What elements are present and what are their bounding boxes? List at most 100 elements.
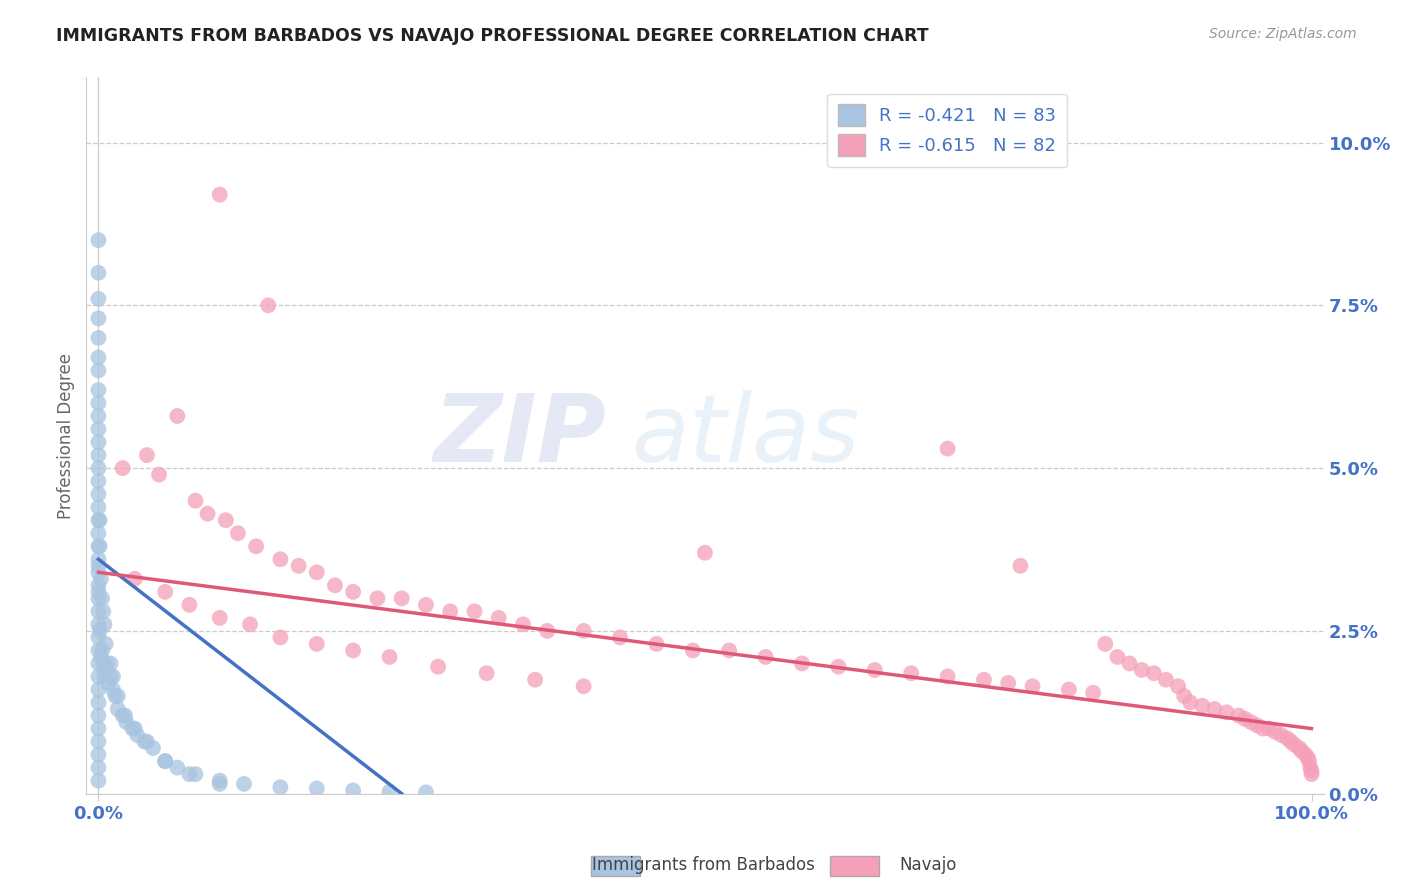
Point bbox=[269, 780, 291, 794]
Point bbox=[87, 448, 110, 462]
Point bbox=[136, 734, 159, 748]
Point bbox=[682, 643, 704, 657]
Point bbox=[1279, 734, 1302, 748]
Point bbox=[790, 657, 813, 671]
Point bbox=[87, 558, 110, 573]
Point bbox=[269, 631, 291, 645]
Point bbox=[609, 631, 631, 645]
Point bbox=[121, 722, 143, 736]
Point bbox=[378, 649, 401, 664]
Point bbox=[323, 578, 346, 592]
Point bbox=[233, 777, 256, 791]
Point bbox=[184, 493, 207, 508]
Point bbox=[287, 558, 309, 573]
Text: Navajo: Navajo bbox=[900, 856, 956, 874]
Point bbox=[536, 624, 558, 638]
Point bbox=[89, 624, 111, 638]
Point bbox=[1204, 702, 1226, 716]
Point bbox=[1057, 682, 1080, 697]
Point bbox=[475, 666, 498, 681]
Point bbox=[111, 708, 134, 723]
Point bbox=[87, 351, 110, 365]
Point bbox=[342, 643, 364, 657]
Point bbox=[87, 487, 110, 501]
Point bbox=[87, 266, 110, 280]
Text: Source: ZipAtlas.com: Source: ZipAtlas.com bbox=[1209, 27, 1357, 41]
Point bbox=[90, 649, 112, 664]
Point bbox=[153, 584, 176, 599]
Point bbox=[572, 679, 595, 693]
Point bbox=[427, 659, 450, 673]
Point bbox=[100, 669, 122, 683]
Point bbox=[87, 331, 110, 345]
Point bbox=[87, 396, 110, 410]
Text: atlas: atlas bbox=[631, 390, 859, 481]
Point bbox=[87, 604, 110, 618]
Point bbox=[936, 669, 959, 683]
Point bbox=[166, 761, 188, 775]
Point bbox=[87, 409, 110, 423]
Point bbox=[463, 604, 485, 618]
Point bbox=[87, 584, 110, 599]
Point bbox=[488, 611, 510, 625]
Point bbox=[208, 773, 231, 788]
Point bbox=[87, 292, 110, 306]
Point bbox=[378, 785, 401, 799]
Point bbox=[127, 728, 149, 742]
Point bbox=[1251, 722, 1274, 736]
Point bbox=[87, 513, 110, 527]
Point bbox=[87, 311, 110, 326]
Point bbox=[1094, 637, 1116, 651]
Point bbox=[1107, 649, 1129, 664]
Point bbox=[208, 187, 231, 202]
Point bbox=[415, 598, 437, 612]
Point bbox=[1294, 747, 1316, 762]
Point bbox=[166, 409, 188, 423]
Point bbox=[215, 513, 238, 527]
Point bbox=[87, 526, 110, 541]
Point bbox=[87, 383, 110, 397]
Point bbox=[93, 669, 115, 683]
Point bbox=[87, 722, 110, 736]
Point bbox=[693, 546, 716, 560]
Point bbox=[124, 572, 146, 586]
Point bbox=[87, 657, 110, 671]
Point bbox=[1296, 751, 1319, 765]
Point bbox=[91, 657, 114, 671]
Point bbox=[115, 714, 138, 729]
Point bbox=[91, 643, 114, 657]
Point bbox=[142, 741, 165, 756]
Point bbox=[90, 572, 112, 586]
Text: Immigrants from Barbados: Immigrants from Barbados bbox=[592, 856, 814, 874]
Point bbox=[87, 363, 110, 377]
Point bbox=[900, 666, 922, 681]
Point bbox=[96, 657, 118, 671]
Point bbox=[87, 617, 110, 632]
Point bbox=[1298, 754, 1320, 768]
Point bbox=[93, 617, 115, 632]
Point bbox=[87, 631, 110, 645]
Point bbox=[197, 507, 219, 521]
Point bbox=[153, 754, 176, 768]
Point bbox=[1143, 666, 1166, 681]
Point bbox=[91, 604, 114, 618]
Point bbox=[645, 637, 668, 651]
Point bbox=[1173, 689, 1195, 703]
Point bbox=[305, 781, 328, 796]
Point bbox=[305, 637, 328, 651]
Point bbox=[1130, 663, 1153, 677]
Point bbox=[208, 611, 231, 625]
Point bbox=[269, 552, 291, 566]
Point bbox=[973, 673, 995, 687]
Point bbox=[245, 539, 267, 553]
Point bbox=[136, 448, 159, 462]
Point bbox=[148, 467, 170, 482]
Point bbox=[87, 734, 110, 748]
Point bbox=[1154, 673, 1177, 687]
Point bbox=[342, 783, 364, 797]
Point bbox=[97, 676, 120, 690]
Point bbox=[512, 617, 534, 632]
Point bbox=[87, 435, 110, 450]
Point bbox=[89, 539, 111, 553]
Point bbox=[1301, 767, 1323, 781]
